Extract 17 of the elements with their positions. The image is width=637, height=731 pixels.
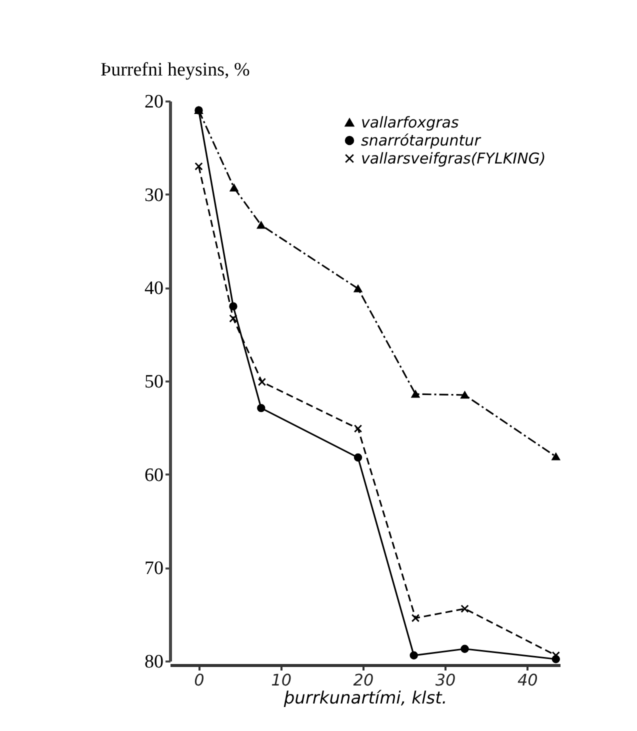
y-tick-label: 80 <box>144 652 164 672</box>
y-tick-label: 30 <box>144 184 164 206</box>
y-tick-label: 40 <box>144 278 164 300</box>
x-tick-label: 40 <box>517 670 538 690</box>
x-tick-label: 20 <box>353 670 374 690</box>
legend-label: snarrótarpuntur <box>361 132 482 150</box>
legend-label: vallarfoxgras <box>361 114 459 132</box>
y-tick-label: 70 <box>144 558 164 580</box>
y-axis-title: Þurrefni heysins, % <box>100 60 250 80</box>
y-tick-label: 60 <box>144 464 164 486</box>
y-tick-label: 50 <box>144 372 164 392</box>
x-tick-label: 0 <box>194 670 204 690</box>
x-tick-label: 10 <box>271 670 292 690</box>
y-tick-label: 20 <box>144 92 164 112</box>
x-axis-title: þurrkunartími, klst. <box>282 688 448 708</box>
legend-label: vallarsveifgras(FYLKING) <box>361 150 546 168</box>
x-tick-label: 30 <box>435 670 456 690</box>
